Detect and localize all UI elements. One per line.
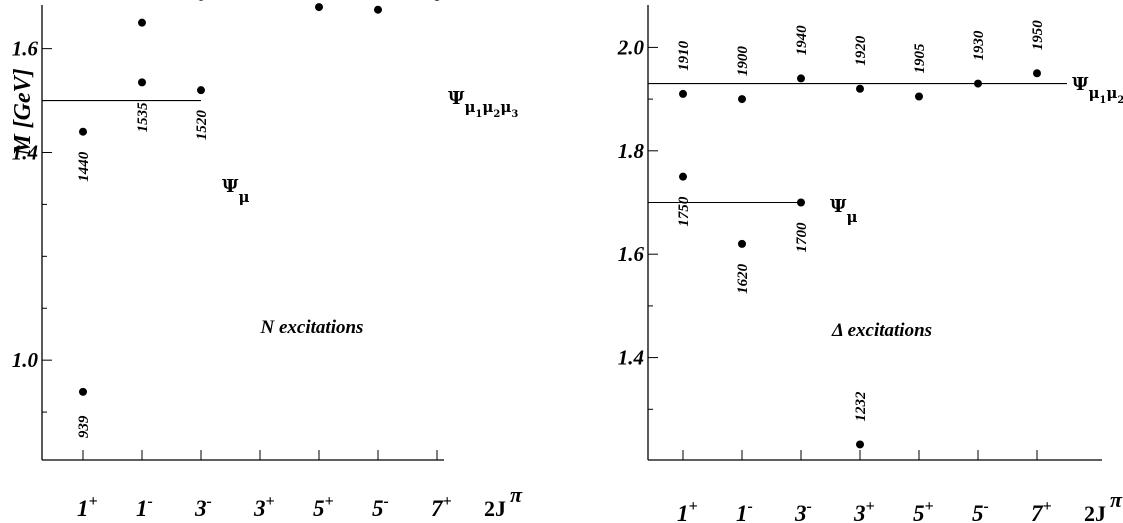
y-tick-label: 1.6 [618,242,645,266]
mass-label: 1905 [912,43,928,74]
x-tick-label: 5+ [913,498,934,523]
x-axis-label: 2Jπ [484,482,523,521]
x-tick-label: 1- [136,493,153,521]
data-point [856,440,864,449]
mass-label: 1440 [76,151,92,182]
y-tick-label: 1.8 [618,139,645,163]
data-point [197,86,205,95]
mass-label: 1900 [735,46,751,77]
x-tick-label: 1+ [77,493,98,521]
x-tick-label: 5+ [313,493,334,521]
mass-label: 1930 [971,30,987,61]
data-point [915,92,923,101]
mass-label: 1910 [676,40,692,71]
x-tick-label: 3- [194,493,212,521]
data-point [79,127,87,136]
mass-label: 1940 [794,25,810,56]
mass-label: 1700 [794,222,810,253]
data-point [315,3,323,12]
mass-label: 1520 [194,110,210,140]
data-point [679,172,687,181]
x-tick-label: 7+ [431,493,452,521]
mass-label: 1750 [676,196,692,227]
x-tick-label: 7+ [1031,498,1052,523]
x-tick-label: 5- [372,493,389,521]
mass-label: 1950 [1030,20,1046,51]
y-axis-label: M [GeV] [10,68,36,156]
data-point [797,198,805,207]
delta-panel: 1.4 1.6 1.8 2.0 1+ 1- 3- 3+ 5+ 5- 7+ 2Jπ Ψμ Ψμ1μ2μ3 17… [617,5,1123,523]
y-tick-label: 1.6 [12,37,39,61]
data-point [79,387,87,396]
mass-label: 1232 [853,391,869,422]
x-tick-label: 3- [794,498,812,523]
data-point [974,79,982,88]
excitations-label: Δ excitations [831,320,932,341]
x-tick-label: 1- [736,498,753,523]
y-tick-label: 1.4 [618,346,644,370]
data-point [198,0,204,1]
mass-label: 939 [76,415,92,438]
data-point [1033,69,1041,78]
data-point [138,78,146,87]
mass-label: 1920 [853,35,869,65]
x-axis-label: 2Jπ [1084,487,1123,523]
data-point [738,95,746,104]
excitations-label: N excitations [260,317,364,338]
x-tick-label: 5- [972,498,989,523]
data-point [738,239,746,248]
x-tick-label: 3+ [853,498,875,523]
mass-label: 1620 [735,263,751,294]
x-tick-label: 3+ [253,493,275,521]
level-label: Ψμ1μ2μ3 [1072,74,1123,106]
y-tick-label: 1.0 [12,348,39,372]
mass-label: 1535 [135,102,151,133]
y-tick-label: 1.4 [12,140,38,164]
nucleon-panel: 1.0 1.4 1.6 M [GeV] 1+ 1- 3- 3+ 5+ 5- 7+ 2Jπ Ψμ Ψμ1μ2… [10,0,523,521]
level-label: Ψμ [830,196,857,226]
data-point [679,89,687,98]
level-label: Ψμ1μ2μ3 [448,88,518,120]
data-point [138,18,146,27]
data-point [856,84,864,93]
y-tick-label: 2.0 [617,35,645,59]
data-point [797,74,805,83]
level-label: Ψμ [222,176,249,206]
data-point [374,5,382,14]
x-tick-label: 1+ [677,498,698,523]
